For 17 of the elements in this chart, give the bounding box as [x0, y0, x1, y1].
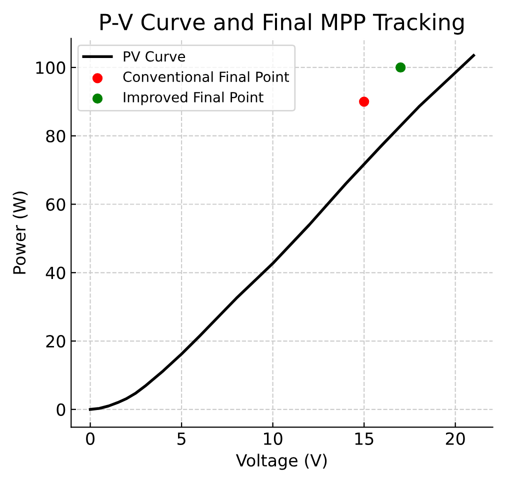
x-tick-label: 20	[446, 432, 465, 445]
legend-label: Improved Final Point	[124, 92, 264, 106]
y-tick-label: 40	[46, 266, 66, 280]
y-tick-label: 0	[56, 403, 66, 416]
x-tick-label: 15	[355, 432, 374, 445]
y-axis-title: Power (W)	[12, 192, 28, 274]
chart-title: P-V Curve and Final MPP Tracking	[100, 13, 464, 35]
y-tick-label: 100	[36, 61, 66, 74]
legend-label: Conventional Final Point	[123, 71, 290, 82]
x-tick-label: 0	[86, 432, 94, 445]
y-tick-label: 60	[46, 198, 66, 211]
x-axis-title: Voltage (V)	[236, 454, 327, 470]
y-tick-label: 20	[46, 334, 66, 348]
x-tick-label: 10	[264, 432, 282, 445]
legend-label: PV Curve	[124, 51, 186, 62]
x-tick-label: 5	[178, 432, 186, 445]
y-tick-label: 80	[46, 130, 66, 142]
